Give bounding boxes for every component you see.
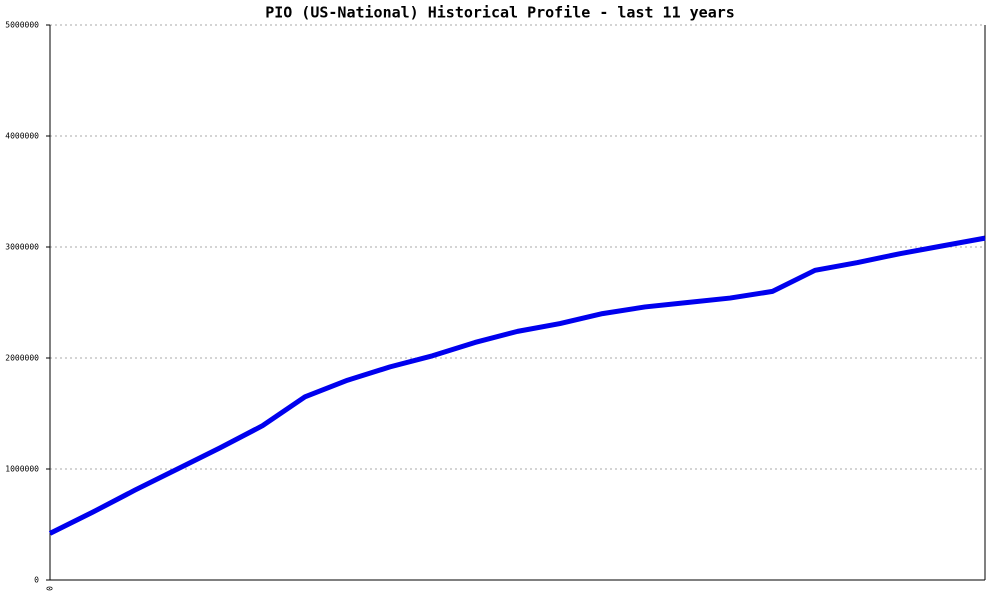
data-line — [48, 235, 986, 536]
x-tick-label: 0 — [46, 586, 55, 591]
chart-title: PIO (US-National) Historical Profile - l… — [265, 4, 735, 22]
grid — [50, 24, 985, 470]
y-tick-label: 4000000 — [5, 132, 39, 141]
y-tick-label: 1000000 — [5, 465, 39, 474]
y-tick-label: 0 — [34, 576, 39, 585]
y-tick-label: 5000000 — [5, 21, 39, 30]
y-tick-label: 3000000 — [5, 243, 39, 252]
y-tick-label: 2000000 — [5, 354, 39, 363]
